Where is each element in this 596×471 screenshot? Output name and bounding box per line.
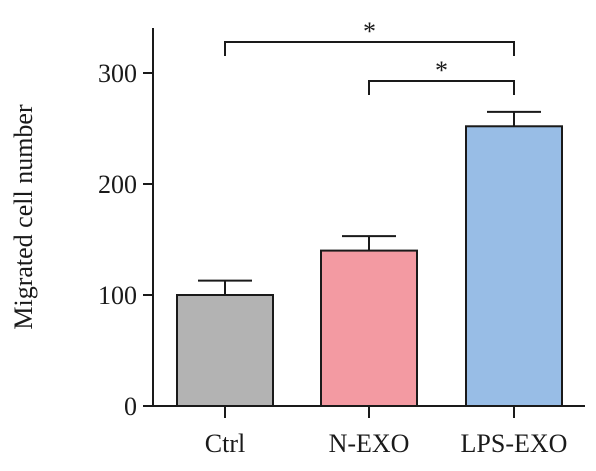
significance-label: * [363,17,376,46]
bar-n-exo [320,249,418,407]
error-bars [198,110,541,295]
y-tick-label: 200 [98,170,137,199]
x-tick-label: LPS-EXO [461,429,568,458]
significance-brackets: ** [224,17,515,95]
significance-label: * [435,56,448,85]
bar-lps-exo [465,125,563,407]
significance-bracket [368,80,515,95]
bars [176,125,563,407]
y-axis-title: Migrated cell number [9,104,38,330]
significance-bracket [224,41,515,56]
y-tick-label: 300 [98,59,137,88]
x-tick-label: Ctrl [205,429,245,458]
x-tick-label: N-EXO [329,429,410,458]
y-tick-label: 0 [124,392,137,421]
bar-ctrl [176,294,274,407]
labels: 0 100 200 300 Ctrl N-EXO LPS-EXO [98,59,567,458]
y-tick-label: 100 [98,281,137,310]
